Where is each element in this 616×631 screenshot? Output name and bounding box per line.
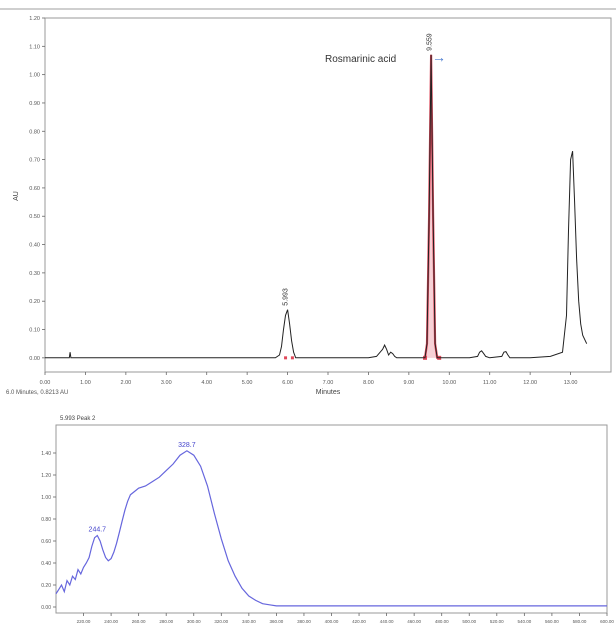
x-tick-label: 400.00 xyxy=(325,619,339,624)
uv-x-axis: 220.00 240.00 260.00 280.00 300.00 320.00 340.… xyxy=(77,613,614,624)
uv-spectrum-series xyxy=(55,450,607,607)
chromatogram-peak-labels: 5.993 9.559 xyxy=(283,33,434,306)
y-tick-label: 0.20 xyxy=(29,299,40,305)
x-tick-label: 10.00 xyxy=(442,380,456,386)
x-tick-label: 320.00 xyxy=(214,619,228,624)
y-tick-label: 1.20 xyxy=(29,16,40,22)
integration-marker xyxy=(290,356,294,360)
x-tick-label: 5.00 xyxy=(242,380,253,386)
x-tick-label: 480.00 xyxy=(435,619,449,624)
x-tick-label: 2.00 xyxy=(120,380,131,386)
chromatogram-top-border xyxy=(0,8,616,10)
chromatogram-x-axis-label: Minutes xyxy=(316,389,341,396)
y-tick-label: 0.50 xyxy=(29,214,40,220)
x-tick-label: 420.00 xyxy=(352,619,366,624)
x-tick-label: 11.00 xyxy=(483,380,496,386)
x-tick-label: 6.00 xyxy=(282,380,293,386)
chromatogram-series xyxy=(45,54,588,359)
x-tick-label: 9.00 xyxy=(403,380,414,386)
x-tick-label: 460.00 xyxy=(407,619,421,624)
uv-peak-label: 244.7 xyxy=(89,527,107,534)
x-tick-label: 3.00 xyxy=(161,380,172,386)
x-tick-label: 220.00 xyxy=(77,619,91,624)
peak-retention-label: 5.993 xyxy=(283,288,290,306)
uv-y-axis: 0.00 0.20 0.40 0.60 0.80 1.00 1.20 1.40 xyxy=(41,451,56,611)
chromatogram-footer-text: 6.0 Minutes, 0.8213 AU xyxy=(6,390,68,396)
y-tick-label: 0.10 xyxy=(29,328,40,334)
highlight-peak-fill xyxy=(425,54,440,358)
y-tick-label: 0.20 xyxy=(41,583,51,589)
x-tick-label: 260.00 xyxy=(132,619,146,624)
x-tick-label: 540.00 xyxy=(517,619,531,624)
x-tick-label: 500.00 xyxy=(462,619,476,624)
x-tick-label: 0.00 xyxy=(40,380,51,386)
uv-plot-frame xyxy=(55,424,608,614)
x-tick-label: 240.00 xyxy=(104,619,118,624)
y-tick-label: 0.00 xyxy=(41,605,51,611)
x-tick-label: 8.00 xyxy=(363,380,374,386)
y-tick-label: 1.00 xyxy=(41,495,51,501)
uv-peak-label: 328.7 xyxy=(178,442,196,449)
y-tick-label: 0.70 xyxy=(29,158,40,164)
rosmarinic-acid-annotation: Rosmarinic acid xyxy=(325,54,396,65)
uv-spectrum-chart: 5.993 Peak 2 0.00 0.20 0.40 0.60 0.80 1.00 1.2… xyxy=(41,416,614,624)
y-tick-label: 1.20 xyxy=(41,473,51,479)
rosmarinic-acid-arrow-icon: → xyxy=(432,49,446,65)
y-tick-label: 0.80 xyxy=(29,129,40,135)
y-tick-label: 0.60 xyxy=(41,539,51,545)
x-tick-label: 440.00 xyxy=(380,619,394,624)
x-tick-label: 12.00 xyxy=(523,380,537,386)
x-tick-label: 340.00 xyxy=(242,619,256,624)
y-tick-label: 0.40 xyxy=(29,243,40,249)
x-tick-label: 13.00 xyxy=(564,380,578,386)
y-tick-label: 0.90 xyxy=(29,101,40,107)
x-tick-label: 280.00 xyxy=(159,619,173,624)
x-tick-label: 520.00 xyxy=(490,619,504,624)
chromatogram-chart: 0.00 0.10 0.20 0.30 0.40 0.50 0.60 0.70 0.80 0.90… xyxy=(0,8,616,396)
y-tick-label: 0.60 xyxy=(29,186,40,192)
y-tick-label: 0.80 xyxy=(41,517,51,523)
y-tick-label: 1.00 xyxy=(29,73,40,79)
x-tick-label: 600.00 xyxy=(600,619,614,624)
integration-marker xyxy=(284,356,288,360)
uv-chart-title: 5.993 Peak 2 xyxy=(60,416,96,422)
chromatogram-y-axis: 0.00 0.10 0.20 0.30 0.40 0.50 0.60 0.70 0.80 0.90… xyxy=(29,16,45,362)
x-tick-label: 560.00 xyxy=(545,619,559,624)
x-tick-label: 1.00 xyxy=(80,380,91,386)
peak-retention-label: 9.559 xyxy=(426,33,433,51)
uv-spectrum-trace xyxy=(55,450,607,607)
x-tick-label: 4.00 xyxy=(201,380,212,386)
x-tick-label: 580.00 xyxy=(573,619,587,624)
chromatogram-trace xyxy=(45,54,588,359)
chromatogram-y-axis-label: AU xyxy=(13,191,20,201)
chromatogram-x-axis: 0.00 1.00 2.00 3.00 4.00 5.00 6.00 7.00 8.00 9.00… xyxy=(40,372,578,386)
y-tick-label: 0.40 xyxy=(41,561,51,567)
y-tick-label: 0.30 xyxy=(29,271,40,277)
chromatogram-plot-frame xyxy=(44,17,612,373)
y-tick-label: 1.10 xyxy=(29,44,40,50)
y-tick-label: 1.40 xyxy=(41,451,51,457)
uv-peak-labels: 244.7 328.7 xyxy=(89,442,196,534)
x-tick-label: 300.00 xyxy=(187,619,201,624)
x-tick-label: 7.00 xyxy=(323,380,334,386)
x-tick-label: 360.00 xyxy=(270,619,284,624)
y-tick-label: 0.00 xyxy=(29,356,40,362)
x-tick-label: 380.00 xyxy=(297,619,311,624)
